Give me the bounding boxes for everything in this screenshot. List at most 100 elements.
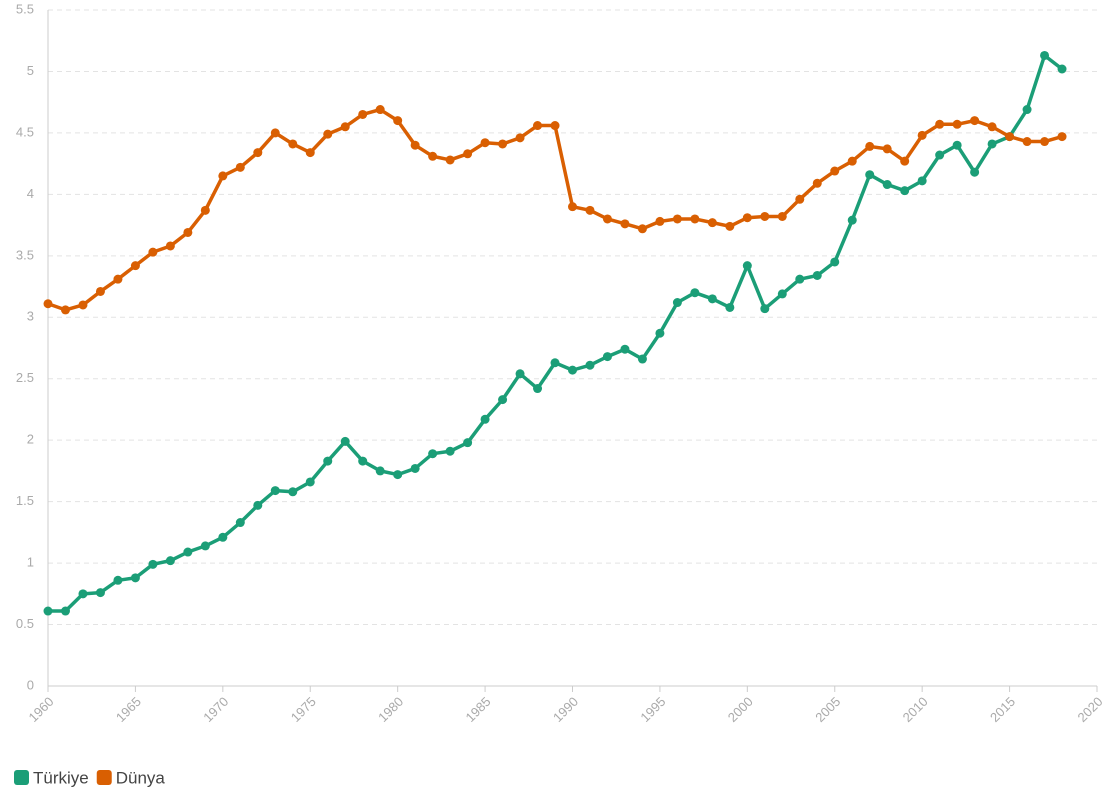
point — [498, 395, 508, 405]
point — [655, 328, 665, 338]
point — [270, 128, 280, 138]
point — [637, 354, 647, 364]
point — [43, 299, 53, 309]
legend-swatch — [14, 770, 29, 785]
point — [480, 138, 490, 148]
point — [445, 446, 455, 456]
x-tick-label: 1990 — [550, 694, 581, 725]
x-tick-label: 2000 — [725, 694, 756, 725]
point — [305, 477, 315, 487]
point — [602, 352, 612, 362]
point — [533, 121, 543, 131]
point — [480, 414, 490, 424]
point — [148, 559, 158, 569]
point — [1022, 137, 1032, 147]
point — [253, 148, 263, 158]
point — [585, 205, 595, 215]
point — [637, 224, 647, 234]
y-tick-label: 1 — [27, 555, 34, 570]
point — [305, 148, 315, 158]
x-tick-label: 1960 — [25, 694, 56, 725]
point — [568, 202, 577, 212]
point — [463, 438, 473, 448]
x-tick-label: 1970 — [200, 694, 231, 725]
legend-text: Türkiye — [33, 768, 89, 787]
point — [358, 109, 368, 119]
point — [340, 436, 350, 446]
point — [323, 456, 333, 466]
point — [428, 151, 438, 161]
x-tick-label: 2020 — [1074, 694, 1105, 725]
x-tick-label: 2010 — [900, 694, 931, 725]
point — [1057, 64, 1067, 74]
point — [777, 289, 787, 299]
point — [550, 121, 560, 131]
point — [760, 211, 770, 221]
point — [445, 155, 455, 165]
y-tick-label: 2 — [27, 432, 34, 447]
point — [393, 116, 403, 126]
x-tick-label: 2015 — [987, 694, 1018, 725]
point — [585, 360, 595, 370]
point — [60, 606, 70, 616]
point — [60, 305, 70, 315]
point — [987, 122, 997, 132]
point — [183, 547, 193, 557]
legend-swatch — [96, 770, 112, 785]
point — [428, 449, 438, 459]
point — [672, 298, 682, 308]
point — [515, 369, 525, 379]
point — [935, 150, 945, 160]
point — [935, 119, 945, 129]
point — [288, 487, 298, 497]
point — [498, 139, 508, 149]
x-tick-label: 2005 — [812, 694, 843, 725]
point — [393, 470, 403, 480]
point — [165, 241, 175, 251]
point — [865, 141, 875, 151]
point — [43, 606, 53, 616]
legend-text: Dünya — [116, 768, 166, 787]
x-tick-label: 1995 — [637, 694, 668, 725]
point — [742, 261, 752, 271]
point — [900, 186, 910, 196]
point — [725, 302, 735, 312]
point — [672, 214, 682, 224]
point — [183, 227, 193, 237]
point — [375, 466, 385, 476]
point — [742, 213, 752, 223]
y-tick-label: 5.5 — [16, 1, 34, 16]
series-line — [47, 107, 1063, 312]
point — [970, 116, 980, 126]
point — [812, 178, 822, 188]
point — [917, 176, 927, 186]
point — [707, 294, 717, 304]
point — [550, 358, 560, 368]
point — [952, 119, 962, 129]
point — [410, 463, 420, 473]
point — [130, 261, 140, 271]
y-tick-label: 1.5 — [16, 493, 34, 508]
point — [1022, 105, 1032, 115]
point — [1005, 132, 1015, 142]
y-tick-label: 2.5 — [16, 370, 34, 385]
point — [568, 365, 577, 375]
point — [882, 144, 892, 154]
point — [78, 300, 88, 310]
point — [987, 139, 997, 149]
point — [130, 573, 140, 583]
point — [410, 140, 420, 150]
point — [358, 456, 368, 466]
point — [812, 270, 822, 280]
point — [707, 218, 717, 228]
point — [620, 344, 630, 354]
point — [865, 170, 875, 180]
point — [78, 589, 88, 599]
y-tick-label: 3 — [27, 309, 34, 324]
point — [655, 216, 665, 226]
x-tick-label: 1980 — [375, 694, 406, 725]
point — [847, 215, 857, 225]
point — [375, 105, 385, 115]
x-tick-label: 1975 — [288, 694, 319, 725]
point — [690, 214, 700, 224]
